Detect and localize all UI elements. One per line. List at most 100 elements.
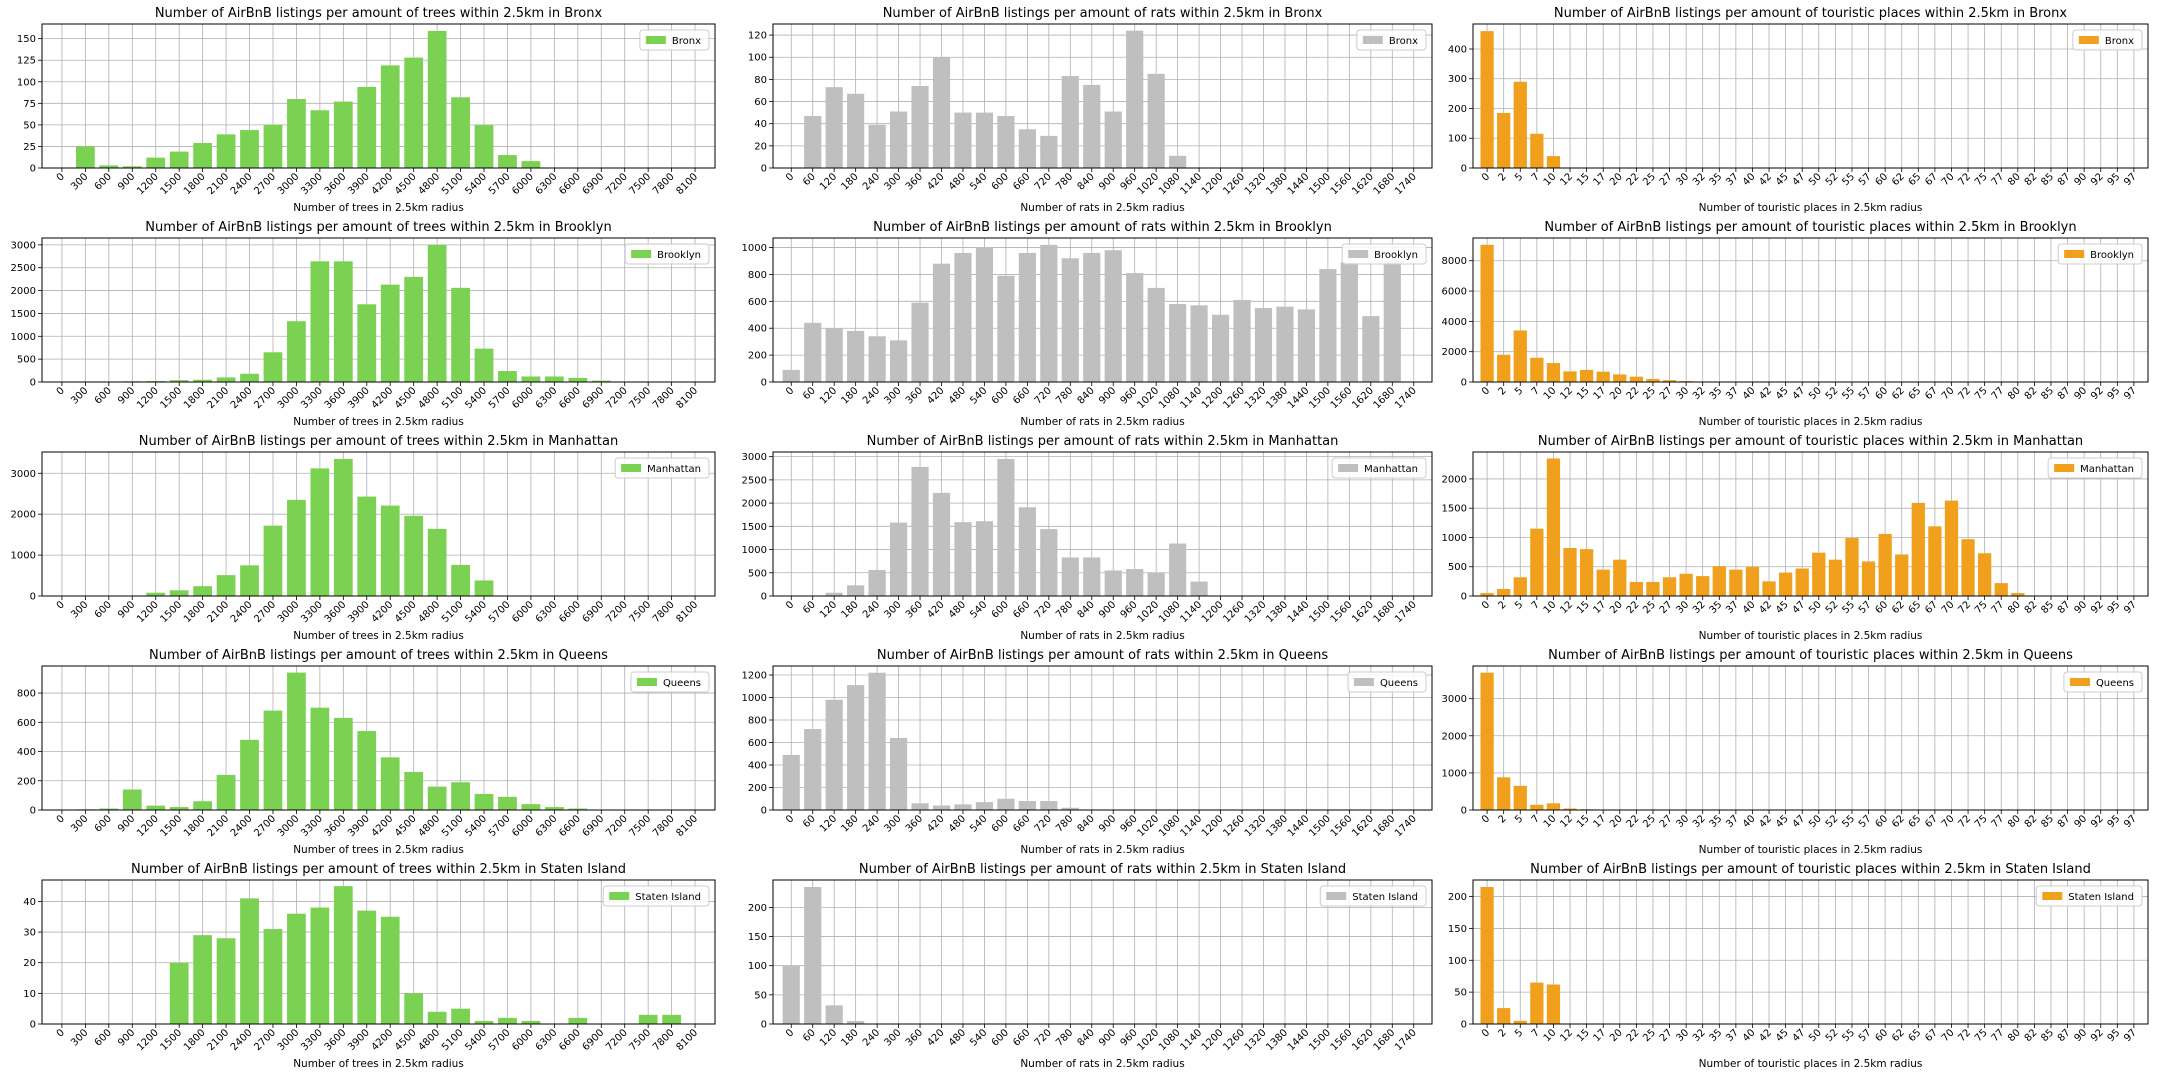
chart-0-ytick-label: 125 <box>17 56 36 67</box>
chart-10-xtick-label: 1620 <box>1350 813 1376 839</box>
chart-1-xtick-label: 1200 <box>1200 171 1226 197</box>
chart-8-bar <box>1745 566 1760 596</box>
chart-9-legend-swatch <box>636 678 657 686</box>
chart-8-bar <box>1480 593 1494 596</box>
chart-13-xtick-label: 1080 <box>1157 1027 1183 1053</box>
chart-14-bar <box>1513 1020 1527 1024</box>
chart-8-xtick-label: 95 <box>2106 599 2123 616</box>
chart-3-bar <box>333 261 353 382</box>
chart-10-legend-label: Queens <box>1380 678 1418 689</box>
chart-6-xtick-label: 2700 <box>252 599 278 625</box>
chart-12-bar <box>169 962 189 1024</box>
chart-4-xtick-label: 60 <box>801 385 818 402</box>
chart-14-xtick-label: 2 <box>1497 1027 1509 1039</box>
chart-3-xtick-label: 7800 <box>651 385 677 411</box>
chart-14-frame <box>1472 879 2149 1025</box>
chart-3-legend-swatch <box>631 250 652 258</box>
chart-9-frame <box>41 665 716 811</box>
chart-7-xtick-label: 900 <box>1097 599 1118 620</box>
chart-7-ytick-label: 1500 <box>742 522 767 533</box>
chart-7-xlabel: Number of rats in 2.5km radius <box>1020 630 1184 642</box>
chart-8-frame <box>1472 451 2149 597</box>
chart-11-xtick-label: 55 <box>1840 813 1857 830</box>
chart-10-ytick-label: 800 <box>748 716 767 727</box>
chart-5-ytick-label: 2000 <box>1442 347 1467 358</box>
chart-14-plot-area <box>1473 880 2148 1024</box>
chart-0-bar <box>380 65 400 168</box>
chart-2-ytick-label: 200 <box>1448 104 1467 115</box>
chart-6-xtick-label: 0 <box>55 599 67 611</box>
chart-3-xtick-label: 2100 <box>205 385 231 411</box>
chart-1-bar <box>868 124 886 168</box>
chart-2-bar <box>1546 156 1561 168</box>
chart-8-bar <box>1646 581 1660 596</box>
chart-6-bar <box>146 592 166 596</box>
chart-4-xtick-label: 480 <box>947 385 968 406</box>
chart-14-xtick-label: 67 <box>1923 1027 1940 1044</box>
chart-8-xtick-label: 65 <box>1907 599 1924 616</box>
chart-14-xtick-label: 45 <box>1774 1027 1791 1044</box>
chart-0-xtick-label: 3900 <box>346 171 372 197</box>
chart-9-xtick-label: 600 <box>93 813 114 834</box>
chart-1-xtick-label: 780 <box>1054 171 1075 192</box>
chart-12-xtick-label: 3300 <box>299 1027 325 1053</box>
chart-4-xtick-label: 1560 <box>1329 385 1355 411</box>
chart-9-bar <box>357 731 377 810</box>
chart-4-bar <box>1190 305 1208 382</box>
chart-8-bar <box>1712 566 1726 596</box>
chart-1-xtick-label: 660 <box>1011 171 1032 192</box>
chart-10-bar <box>868 672 886 810</box>
chart-14-xtick-label: 87 <box>2056 1027 2073 1044</box>
chart-4-xtick-label: 660 <box>1011 385 1032 406</box>
chart-11-legend-label: Queens <box>2096 678 2134 689</box>
chart-8-bar <box>1944 500 1959 596</box>
chart-10-xtick-label: 1140 <box>1178 813 1204 839</box>
chart-12-xtick-label: 6900 <box>581 1027 607 1053</box>
chart-4-xtick-label: 1440 <box>1286 385 1312 411</box>
chart-1-xtick-label: 1680 <box>1372 171 1398 197</box>
chart-4-legend-label: Brooklyn <box>1374 250 1418 261</box>
chart-1-bar <box>825 87 843 168</box>
chart-8-bar <box>1579 549 1594 596</box>
chart-8-bar <box>1662 577 1677 596</box>
chart-11-xtick-label: 15 <box>1575 813 1592 830</box>
chart-8-bar <box>1878 533 1892 596</box>
chart-2-bar <box>1530 133 1544 168</box>
chart-11-bar <box>1530 804 1544 810</box>
chart-13-title: Number of AirBnB listings per amount of … <box>859 862 1346 877</box>
chart-7-ytick-label: 3000 <box>742 452 767 463</box>
chart-0-xlabel: Number of trees in 2.5km radius <box>293 202 464 214</box>
chart-6-xtick-label: 300 <box>69 599 90 620</box>
chart-8-bar <box>1546 458 1561 596</box>
chart-5-xtick-label: 92 <box>2089 385 2106 402</box>
chart-0-bar <box>193 142 213 168</box>
chart-0-xtick-label: 5400 <box>463 171 489 197</box>
chart-13-xtick-label: 1020 <box>1136 1027 1162 1053</box>
chart-0-legend-box <box>639 29 710 51</box>
chart-10-xtick-label: 1200 <box>1200 813 1226 839</box>
chart-14-xtick-label: 62 <box>1890 1027 1907 1044</box>
chart-10-xtick-label: 900 <box>1097 813 1118 834</box>
chart-0-xtick-label: 6900 <box>581 171 607 197</box>
chart-2-xtick-label: 7 <box>1530 171 1542 183</box>
chart-0-bar <box>122 166 142 168</box>
chart-4-xtick-label: 1740 <box>1393 385 1419 411</box>
chart-11-xtick-label: 65 <box>1907 813 1924 830</box>
chart-0-bar <box>404 57 424 169</box>
chart-6-xtick-label: 600 <box>93 599 114 620</box>
chart-0-bar <box>474 124 494 168</box>
chart-0-xtick-label: 3300 <box>299 171 325 197</box>
chart-12-ytick-label: 10 <box>23 989 36 1000</box>
chart-11-xtick-label: 20 <box>1608 813 1625 830</box>
chart-2-xtick-label: 77 <box>1990 171 2007 188</box>
chart-10-xtick-label: 1500 <box>1307 813 1333 839</box>
chart-14-xtick-label: 92 <box>2089 1027 2106 1044</box>
chart-3-bar <box>287 321 306 382</box>
chart-9-bar <box>498 796 517 810</box>
chart-4-bar <box>1319 269 1337 382</box>
chart-2-xtick-label: 97 <box>2122 171 2139 188</box>
chart-11-xtick-label: 52 <box>1824 813 1841 830</box>
chart-7: 0 500 1000 1500 2000 2500 3000 0 60 120 180 240 300 3… <box>742 434 1433 642</box>
chart-0-xtick-label: 1200 <box>135 171 161 197</box>
